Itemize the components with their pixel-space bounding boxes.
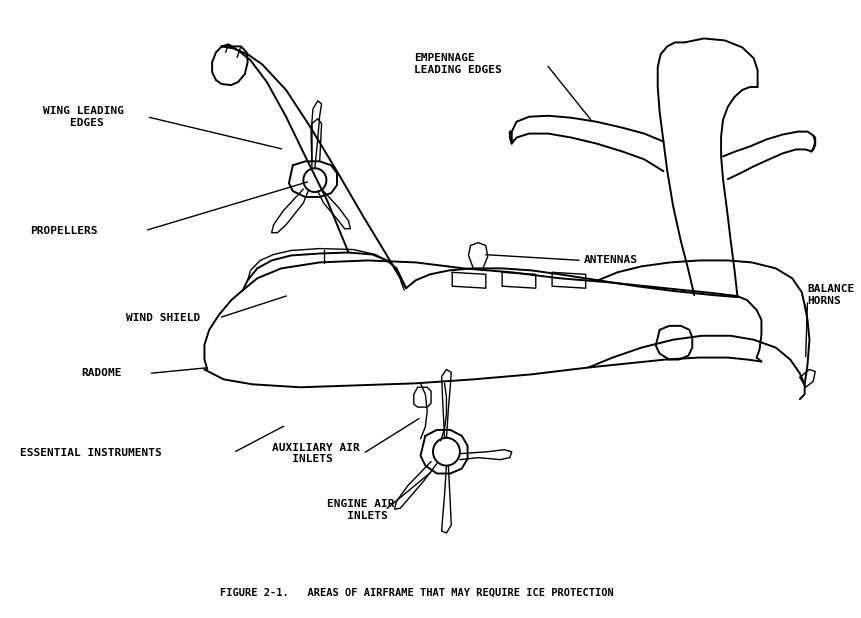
Text: WIND SHIELD: WIND SHIELD [126,313,200,323]
Text: EMPENNAGE
LEADING EDGES: EMPENNAGE LEADING EDGES [413,53,501,75]
Text: WING LEADING
    EDGES: WING LEADING EDGES [43,106,124,127]
Text: ANTENNAS: ANTENNAS [583,255,637,266]
Text: AUXILIARY AIR
   INLETS: AUXILIARY AIR INLETS [271,443,359,465]
Text: ESSENTIAL INSTRUMENTS: ESSENTIAL INSTRUMENTS [20,447,162,458]
Text: PROPELLERS: PROPELLERS [29,226,97,235]
Text: FIGURE 2-1.   AREAS OF AIRFRAME THAT MAY REQUIRE ICE PROTECTION: FIGURE 2-1. AREAS OF AIRFRAME THAT MAY R… [220,588,613,598]
Text: BALANCE
HORNS: BALANCE HORNS [807,284,854,306]
Text: ENGINE AIR
   INLETS: ENGINE AIR INLETS [327,499,394,521]
Text: RADOME: RADOME [82,368,122,378]
